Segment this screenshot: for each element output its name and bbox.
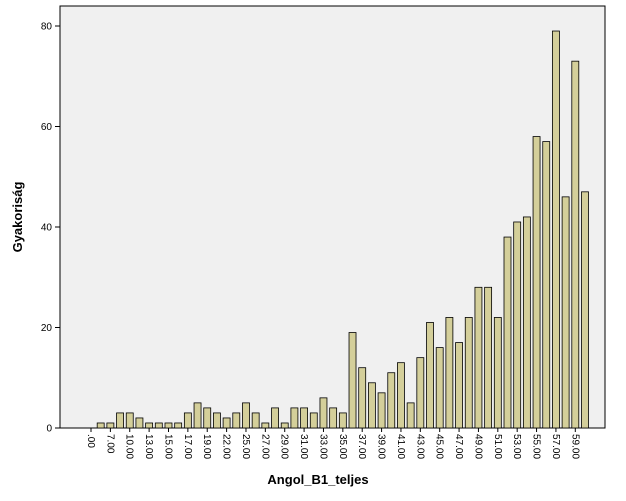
bar: [416, 357, 425, 429]
bar: [377, 392, 386, 429]
x-tick-label: 43.00: [414, 434, 425, 459]
bar: [571, 60, 580, 429]
bar: [581, 191, 589, 429]
bar: [338, 412, 347, 429]
bar: [358, 367, 367, 429]
x-tick-label: 35.00: [337, 434, 348, 459]
x-tick-label: 13.00: [143, 434, 154, 459]
x-tick-label: 51.00: [492, 434, 503, 459]
bar: [552, 30, 560, 429]
bar: [174, 422, 183, 429]
bar: [426, 322, 434, 429]
y-axis-title: Gyakoriság: [10, 182, 25, 253]
bar: [183, 412, 192, 429]
x-tick-label: 47.00: [453, 434, 464, 459]
bar: [145, 422, 154, 429]
x-tick-label: 31.00: [298, 434, 309, 459]
bar: [464, 317, 473, 429]
bar: [232, 412, 241, 429]
x-tick-label: 39.00: [376, 434, 387, 459]
x-tick-label: 17.00: [182, 434, 193, 459]
x-tick-label: 53.00: [511, 434, 522, 459]
bar: [522, 216, 531, 429]
bar: [280, 422, 289, 429]
bar: [503, 236, 512, 429]
x-tick-label: 25.00: [240, 434, 251, 459]
x-tick-label: 27.00: [259, 434, 270, 459]
x-tick-label: 15.00: [162, 434, 173, 459]
x-tick-label: 10.00: [124, 434, 135, 459]
bar: [261, 422, 270, 429]
bar: [329, 407, 338, 429]
y-tick-label: 20: [41, 323, 53, 334]
x-tick-label: 29.00: [279, 434, 290, 459]
x-tick-label: 37.00: [356, 434, 367, 459]
bar: [445, 317, 454, 429]
y-tick-label: 80: [41, 22, 53, 33]
bar: [222, 417, 231, 429]
x-tick-label: 57.00: [550, 434, 561, 459]
bar: [406, 402, 415, 429]
x-tick-label: 45.00: [434, 434, 445, 459]
x-tick-label: 22.00: [221, 434, 232, 459]
bar: [309, 412, 318, 429]
y-tick-label: 0: [46, 424, 52, 435]
bar: [96, 422, 105, 429]
bar: [271, 407, 279, 429]
bar: [455, 342, 463, 429]
bar: [513, 221, 522, 429]
bar: [484, 286, 493, 429]
x-tick-label: 7.00: [104, 434, 115, 454]
bar: [397, 362, 405, 429]
bar: [474, 286, 483, 429]
bar: [348, 332, 357, 429]
y-tick-label: 60: [41, 122, 53, 133]
bar: [242, 402, 250, 429]
bar: [290, 407, 299, 429]
bar: [213, 412, 221, 429]
bar: [116, 412, 124, 429]
x-tick-label: 33.00: [317, 434, 328, 459]
bar: [561, 196, 570, 429]
bar: [135, 417, 144, 429]
bar: [319, 397, 328, 429]
bar: [164, 422, 173, 429]
x-tick-label: 49.00: [472, 434, 483, 459]
y-tick-label: 40: [41, 223, 53, 234]
x-axis-title: Angol_B1_teljes: [267, 472, 368, 487]
bar: [300, 407, 308, 429]
x-tick-label: 59.00: [569, 434, 580, 459]
bar: [542, 141, 551, 429]
bar: [251, 412, 260, 429]
bar: [387, 372, 396, 429]
x-tick-label: 41.00: [395, 434, 406, 459]
x-tick-label: 55.00: [531, 434, 542, 459]
bar: [532, 136, 541, 429]
bar: [203, 407, 212, 429]
x-tick-label: .00: [85, 434, 96, 448]
bar: [154, 422, 163, 429]
x-tick-label: 19.00: [201, 434, 212, 459]
bar: [106, 422, 115, 429]
bar: [493, 317, 502, 429]
bar: [435, 347, 444, 429]
bar: [125, 412, 134, 429]
bar: [367, 382, 376, 429]
bar: [193, 402, 202, 429]
